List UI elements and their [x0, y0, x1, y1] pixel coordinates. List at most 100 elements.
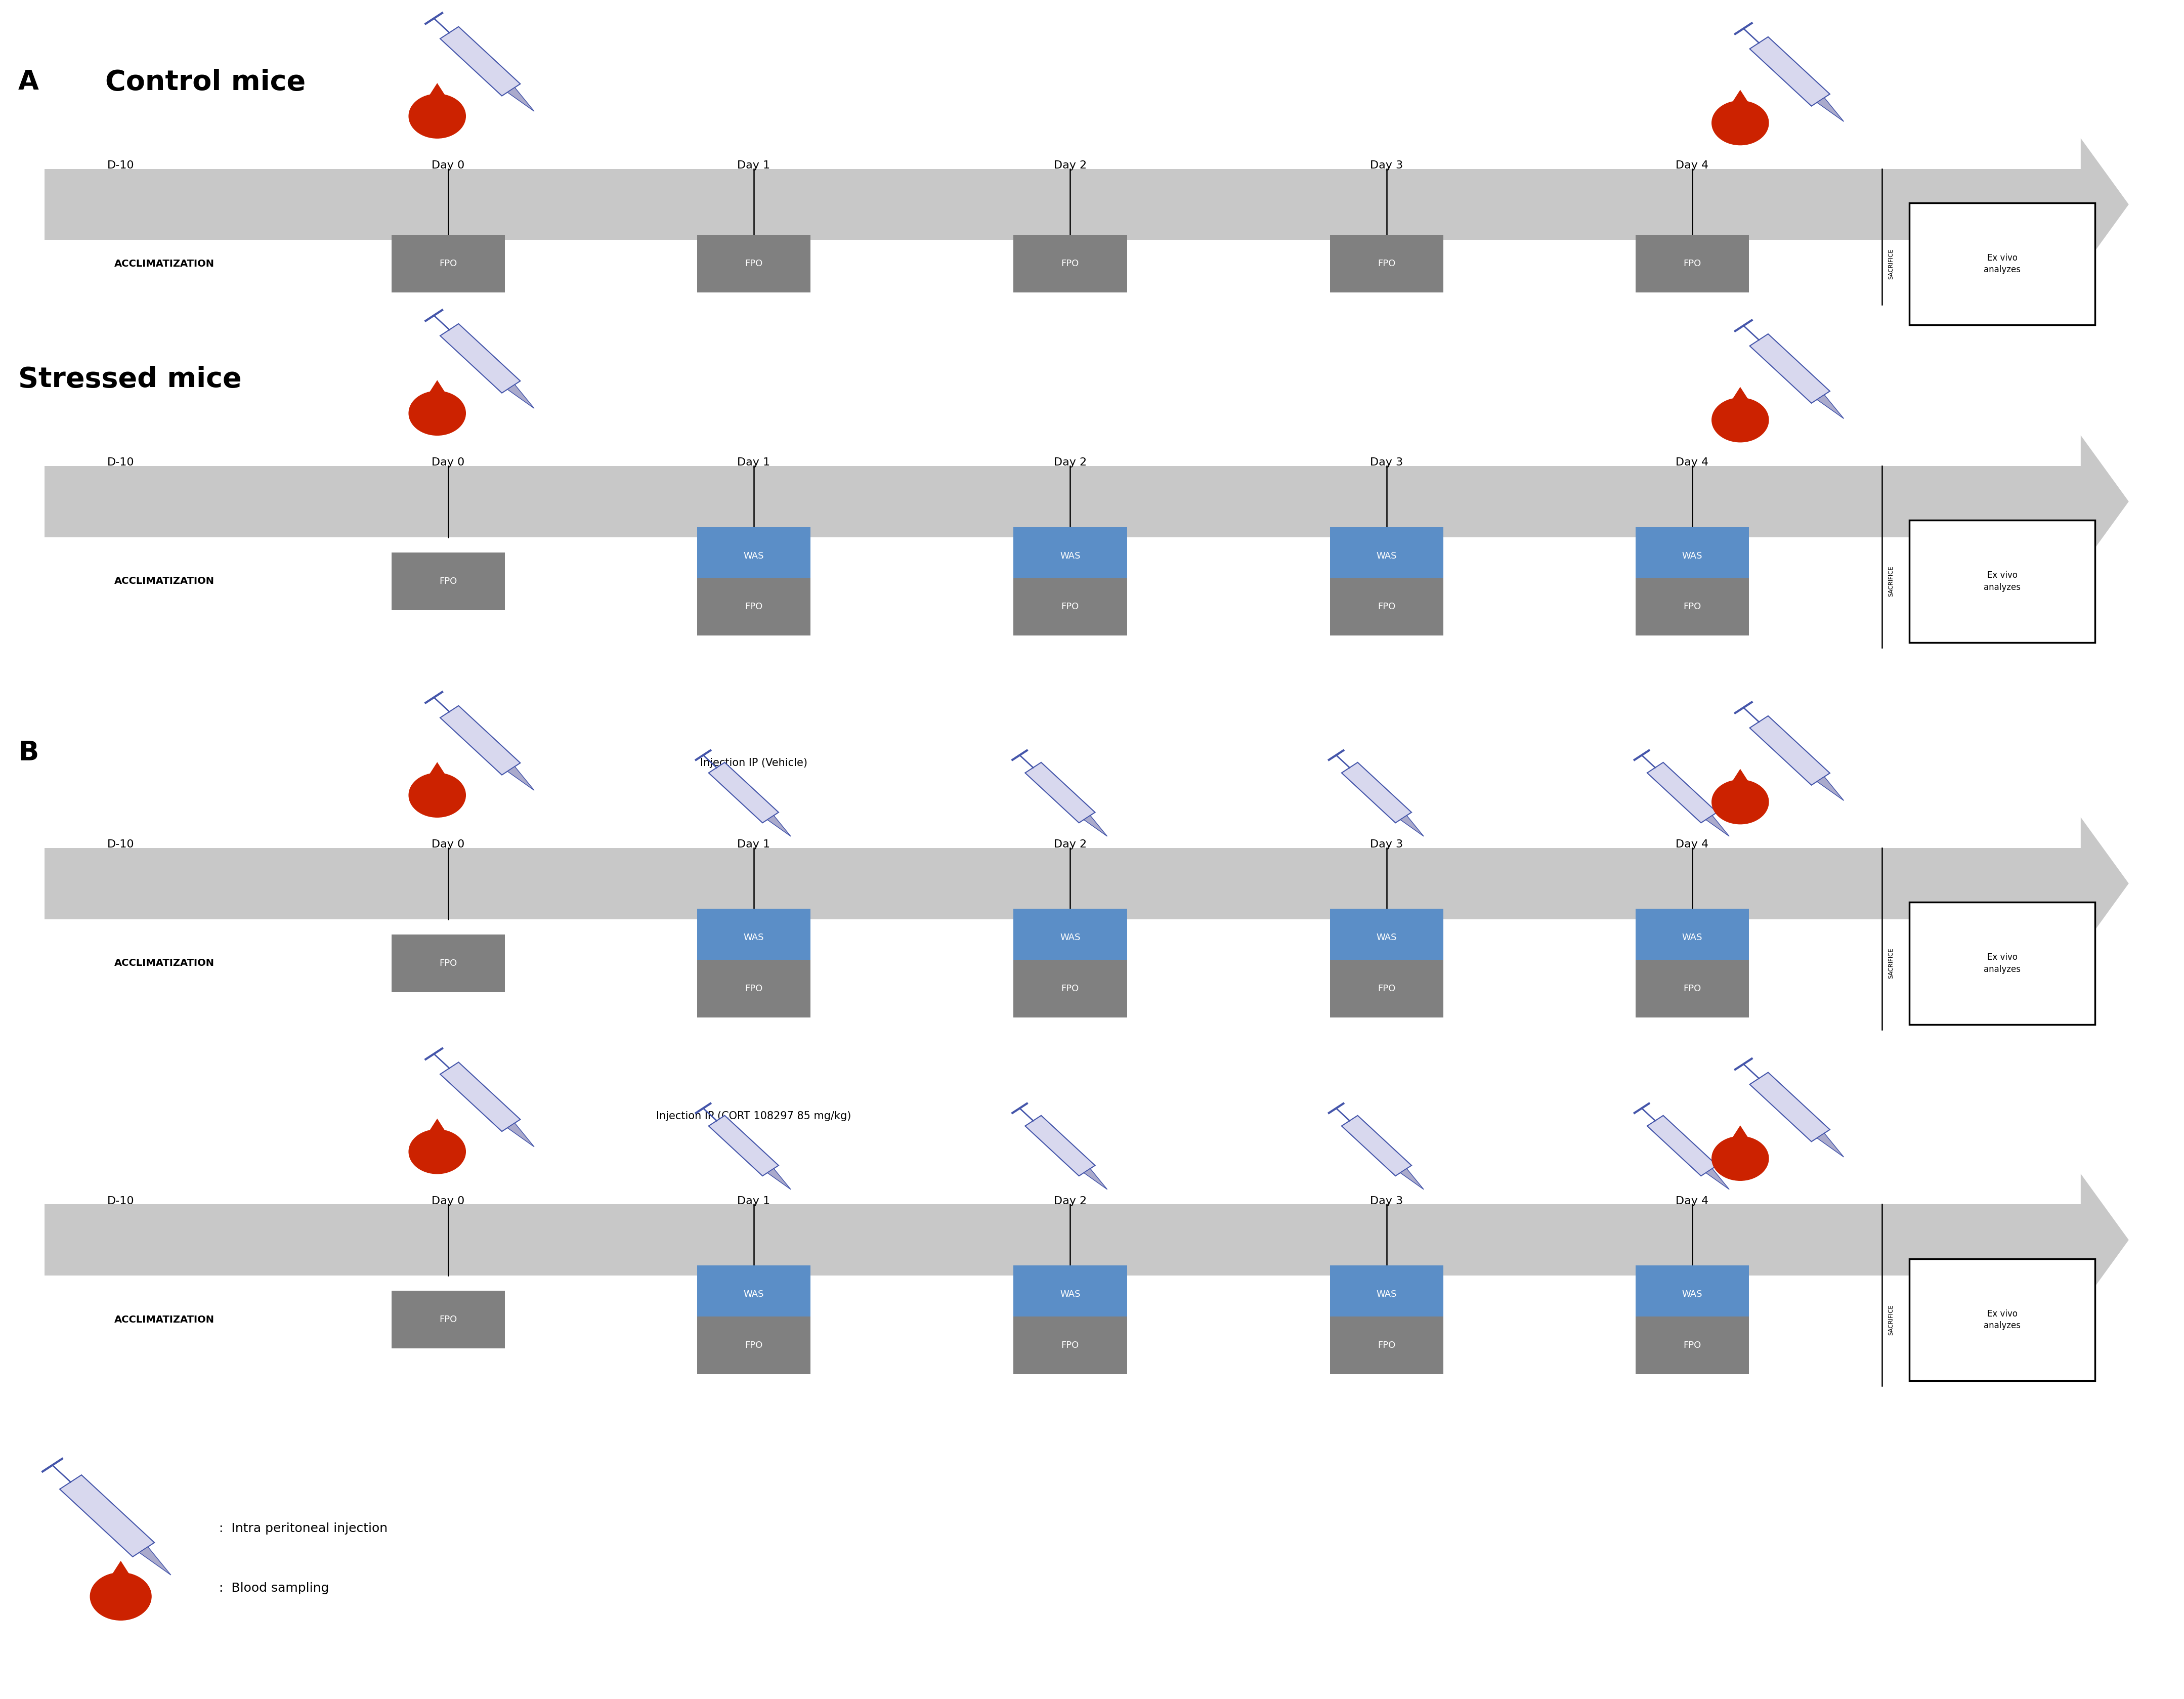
Text: A: A: [17, 68, 39, 95]
Text: D-10: D-10: [107, 1196, 133, 1206]
Polygon shape: [1341, 1116, 1411, 1176]
Polygon shape: [2081, 138, 2129, 270]
Text: SACRIFICE: SACRIFICE: [1887, 1305, 1894, 1335]
Text: D-10: D-10: [107, 839, 133, 849]
Text: WAS: WAS: [743, 1290, 764, 1298]
Circle shape: [1712, 100, 1769, 144]
Text: FPO: FPO: [1061, 1341, 1079, 1349]
FancyBboxPatch shape: [1013, 527, 1127, 584]
Polygon shape: [1400, 1169, 1424, 1189]
FancyBboxPatch shape: [1909, 520, 2094, 642]
Polygon shape: [1817, 1133, 1843, 1157]
Circle shape: [90, 1573, 151, 1621]
FancyBboxPatch shape: [1013, 960, 1127, 1018]
Text: FPO: FPO: [745, 260, 762, 268]
Text: FPO: FPO: [439, 958, 456, 968]
FancyBboxPatch shape: [1636, 960, 1749, 1018]
FancyBboxPatch shape: [391, 934, 505, 992]
Polygon shape: [1749, 335, 1830, 403]
Circle shape: [408, 391, 465, 435]
FancyBboxPatch shape: [1330, 960, 1444, 1018]
Text: :  Intra peritoneal injection: : Intra peritoneal injection: [218, 1522, 387, 1534]
Text: Day 4: Day 4: [1675, 1196, 1708, 1206]
Text: FPO: FPO: [439, 260, 456, 268]
FancyBboxPatch shape: [697, 909, 810, 967]
Polygon shape: [1083, 1169, 1107, 1189]
FancyBboxPatch shape: [1636, 1266, 1749, 1324]
Polygon shape: [1817, 394, 1843, 418]
Polygon shape: [140, 1546, 170, 1575]
Polygon shape: [2081, 1174, 2129, 1307]
Text: Day 2: Day 2: [1053, 839, 1088, 849]
Text: Injection IP (Vehicle): Injection IP (Vehicle): [701, 758, 808, 768]
Polygon shape: [507, 384, 535, 408]
FancyBboxPatch shape: [1330, 1266, 1444, 1324]
Text: Day 1: Day 1: [738, 839, 771, 849]
Polygon shape: [1024, 763, 1094, 822]
FancyBboxPatch shape: [697, 1317, 810, 1374]
Polygon shape: [1749, 715, 1830, 785]
Text: FPO: FPO: [1061, 601, 1079, 612]
Bar: [44, 466, 2081, 537]
FancyBboxPatch shape: [697, 1266, 810, 1324]
Text: FPO: FPO: [745, 1341, 762, 1349]
Text: Day 3: Day 3: [1369, 457, 1402, 467]
Polygon shape: [2081, 435, 2129, 567]
Circle shape: [408, 93, 465, 138]
FancyBboxPatch shape: [1636, 234, 1749, 292]
Polygon shape: [1749, 1072, 1830, 1142]
FancyBboxPatch shape: [1013, 909, 1127, 967]
Polygon shape: [767, 1169, 791, 1189]
Text: FPO: FPO: [439, 576, 456, 586]
Circle shape: [1712, 398, 1769, 442]
Polygon shape: [708, 763, 778, 822]
Polygon shape: [415, 83, 459, 116]
Circle shape: [408, 773, 465, 817]
Text: D-10: D-10: [107, 457, 133, 467]
Polygon shape: [1706, 816, 1730, 836]
Text: WAS: WAS: [1682, 550, 1704, 561]
Text: WAS: WAS: [743, 550, 764, 561]
Text: SACRIFICE: SACRIFICE: [1887, 566, 1894, 596]
Text: Day 3: Day 3: [1369, 1196, 1402, 1206]
Text: WAS: WAS: [743, 933, 764, 943]
FancyBboxPatch shape: [1909, 902, 2094, 1024]
Polygon shape: [1817, 97, 1843, 122]
Text: WAS: WAS: [1059, 550, 1081, 561]
Polygon shape: [415, 763, 459, 795]
FancyBboxPatch shape: [1330, 578, 1444, 635]
Text: Day 4: Day 4: [1675, 457, 1708, 467]
FancyBboxPatch shape: [1636, 527, 1749, 584]
Polygon shape: [98, 1561, 144, 1597]
Polygon shape: [441, 1062, 520, 1132]
Text: WAS: WAS: [1376, 1290, 1398, 1298]
Text: Day 3: Day 3: [1369, 160, 1402, 170]
FancyBboxPatch shape: [1330, 909, 1444, 967]
FancyBboxPatch shape: [697, 960, 810, 1018]
Polygon shape: [1749, 37, 1830, 105]
Circle shape: [1712, 1137, 1769, 1181]
FancyBboxPatch shape: [1636, 578, 1749, 635]
Text: ACCLIMATIZATION: ACCLIMATIZATION: [114, 576, 214, 586]
FancyBboxPatch shape: [697, 527, 810, 584]
Text: FPO: FPO: [1684, 260, 1701, 268]
Polygon shape: [1817, 776, 1843, 800]
FancyBboxPatch shape: [1636, 1317, 1749, 1374]
Polygon shape: [1647, 1116, 1717, 1176]
Text: FPO: FPO: [1684, 1341, 1701, 1349]
Polygon shape: [1706, 1169, 1730, 1189]
Text: Day 1: Day 1: [738, 160, 771, 170]
Text: Day 2: Day 2: [1053, 160, 1088, 170]
Polygon shape: [2081, 817, 2129, 950]
Polygon shape: [1341, 763, 1411, 822]
Polygon shape: [1083, 816, 1107, 836]
Polygon shape: [1719, 1125, 1762, 1159]
Text: Ex vivo
analyzes: Ex vivo analyzes: [1983, 571, 2020, 591]
Text: ACCLIMATIZATION: ACCLIMATIZATION: [114, 1315, 214, 1325]
Text: WAS: WAS: [1376, 550, 1398, 561]
FancyBboxPatch shape: [391, 552, 505, 610]
Text: Day 4: Day 4: [1675, 839, 1708, 849]
Text: FPO: FPO: [1061, 260, 1079, 268]
FancyBboxPatch shape: [1909, 202, 2094, 325]
Text: Day 0: Day 0: [432, 1196, 465, 1206]
